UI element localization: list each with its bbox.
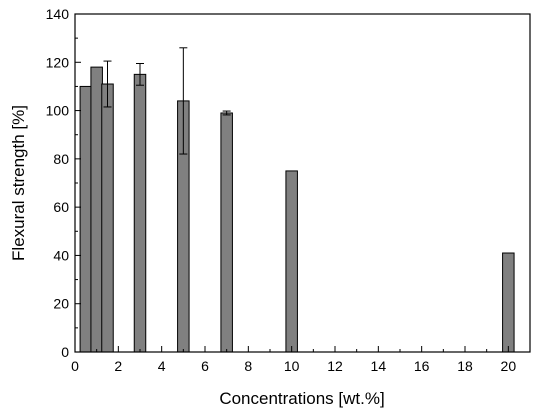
error-bar-3 xyxy=(136,62,144,86)
y-tick-label: 140 xyxy=(46,6,70,22)
ticks-layer xyxy=(74,13,531,353)
error-bar-4 xyxy=(179,47,188,155)
bar-7 xyxy=(502,252,515,353)
x-tick-label: 16 xyxy=(414,358,430,374)
tick-labels-layer: 0 2 4 6 8 10 12 14 16 18 20 0 20 40 60 80 100 120 140 xyxy=(46,6,517,374)
y-tick-label: 0 xyxy=(61,344,69,360)
x-tick-label: 2 xyxy=(114,358,122,374)
bar-2 xyxy=(101,83,114,353)
error-bar-5 xyxy=(222,110,231,116)
bar-3 xyxy=(133,73,147,353)
x-tick-label: 14 xyxy=(371,358,387,374)
x-tick-label: 20 xyxy=(501,358,517,374)
x-tick-label: 0 xyxy=(71,358,79,374)
error-bar-2 xyxy=(103,60,112,108)
y-tick-label: 120 xyxy=(46,54,70,70)
error-bars-layer xyxy=(103,47,231,155)
x-tick-label: 8 xyxy=(244,358,252,374)
y-tick-label: 80 xyxy=(53,151,69,167)
x-tick-label: 10 xyxy=(284,358,300,374)
bar-0 xyxy=(79,85,93,353)
bars-layer xyxy=(79,66,515,353)
y-tick-label: 60 xyxy=(53,199,69,215)
y-tick-label: 40 xyxy=(53,247,69,263)
x-tick-label: 18 xyxy=(457,358,473,374)
bar-6 xyxy=(285,170,298,353)
x-tick-label: 6 xyxy=(201,358,209,374)
y-tick-label: 100 xyxy=(46,103,70,119)
y-tick-label: 20 xyxy=(53,296,69,312)
bar-1 xyxy=(90,66,103,353)
x-tick-label: 12 xyxy=(327,358,343,374)
bar-5 xyxy=(220,112,233,353)
x-tick-label: 4 xyxy=(158,358,166,374)
y-axis-title: Flexural strength [%] xyxy=(9,105,28,261)
x-axis-title: Concentrations [wt.%] xyxy=(219,389,384,408)
